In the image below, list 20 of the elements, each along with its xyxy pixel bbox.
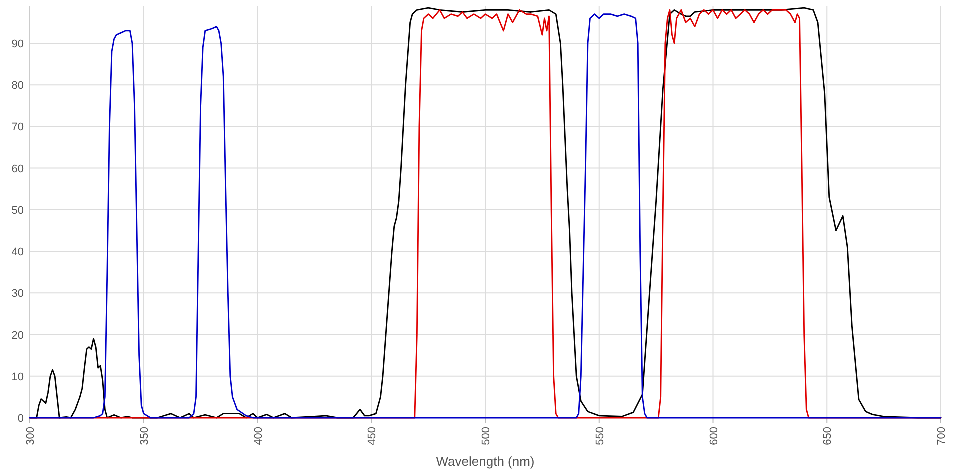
y-tick-label: 90 bbox=[12, 38, 24, 50]
y-tick-label: 10 bbox=[12, 371, 24, 384]
x-tick-label: 650 bbox=[822, 427, 834, 446]
y-tick-label: 80 bbox=[12, 80, 24, 92]
x-tick-label: 450 bbox=[366, 427, 379, 446]
x-tick-label: 500 bbox=[480, 427, 492, 446]
y-tick-label: 0 bbox=[18, 413, 24, 425]
y-tick-label: 60 bbox=[12, 163, 24, 176]
x-tick-label: 700 bbox=[936, 427, 948, 446]
y-tick-label: 40 bbox=[12, 246, 24, 259]
x-tick-label: 400 bbox=[252, 427, 265, 446]
x-tick-label: 600 bbox=[708, 427, 720, 446]
y-tick-label: 20 bbox=[12, 330, 24, 342]
y-tick-label: 70 bbox=[12, 122, 24, 134]
x-tick-label: 550 bbox=[594, 427, 606, 446]
x-axis-title: Wavelength (nm) bbox=[436, 454, 535, 469]
y-tick-label: 30 bbox=[12, 288, 24, 300]
x-tick-label: 350 bbox=[138, 427, 151, 446]
y-tick-label: 50 bbox=[12, 204, 24, 217]
x-tick-label: 300 bbox=[25, 427, 37, 446]
